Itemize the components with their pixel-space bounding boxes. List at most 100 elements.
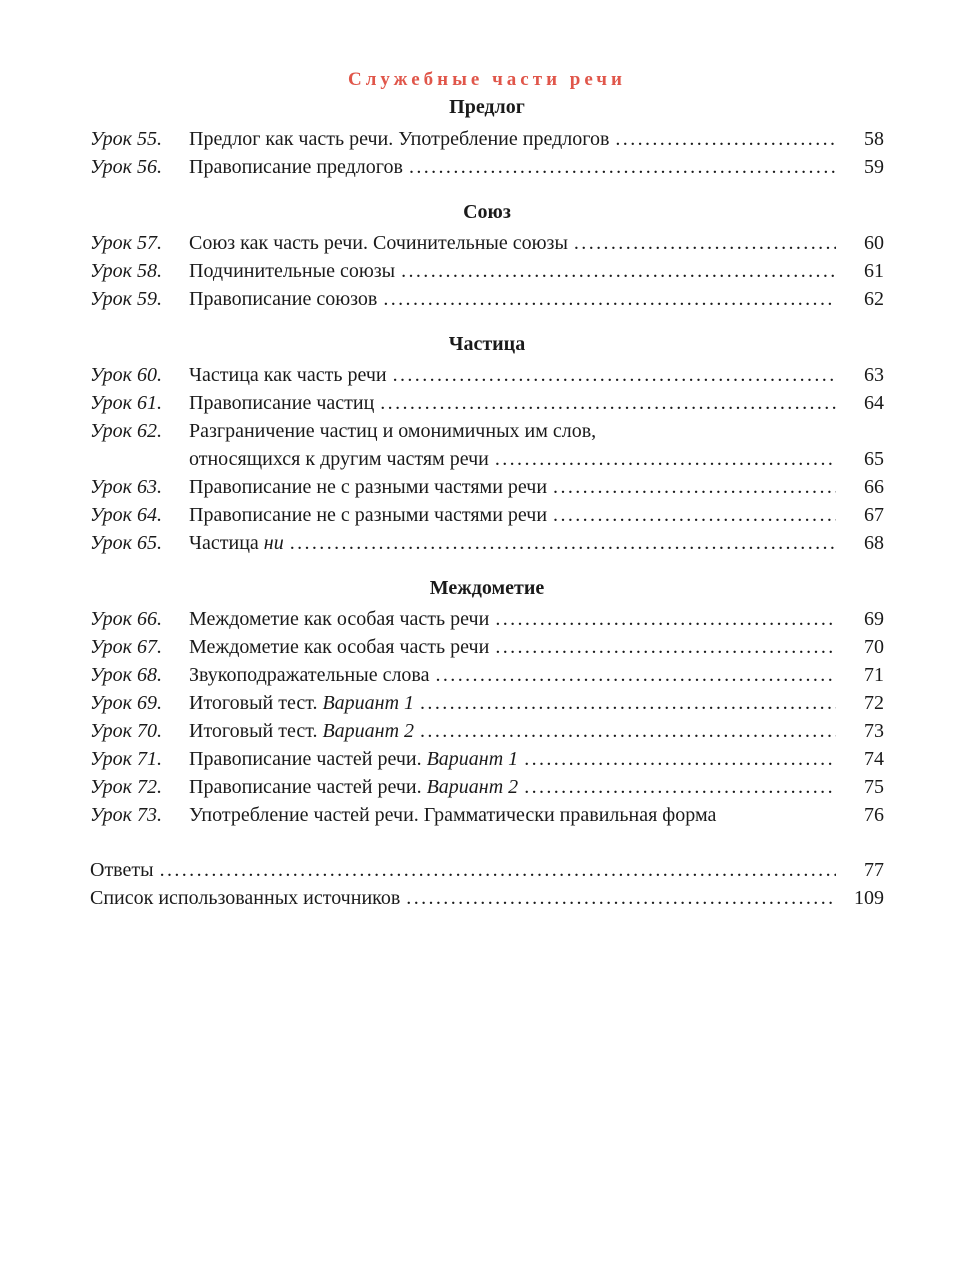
toc-entry[interactable]: Урок 67. Междометие как особая часть речи… — [90, 633, 884, 661]
toc-entry[interactable]: Урок 66. Междометие как особая часть речи… — [90, 605, 884, 633]
dot-leader — [553, 473, 836, 501]
entry-title-text: Правописание предлогов — [189, 156, 403, 178]
page-number: 59 — [864, 156, 884, 178]
dot-leader — [615, 125, 836, 153]
section-heading: Предлог — [449, 96, 525, 118]
page-number: 63 — [864, 364, 884, 386]
sections: Предлог Урок 55. Предлог как часть речи. У… — [90, 94, 884, 829]
page-number: 64 — [864, 392, 884, 414]
page-number: 71 — [864, 664, 884, 686]
lesson-label: Урок 63. — [90, 476, 163, 498]
toc-entry[interactable]: Урок 70. Итоговый тест. Вариант 2 73 — [90, 717, 884, 745]
dot-leader — [393, 361, 836, 389]
entry-title: Правописание союзов — [189, 285, 377, 313]
entry-title-text: Междометие как особая часть речи — [189, 608, 490, 630]
dot-leader — [160, 856, 836, 884]
toc-entry[interactable]: Урок 59. Правописание союзов 62 — [90, 285, 884, 313]
entry-title-text: Употребление частей речи. Грамматически … — [189, 804, 717, 826]
lesson-label: Урок 62. — [90, 420, 163, 442]
entry-title: Правописание частиц — [189, 389, 374, 417]
dot-leader — [524, 773, 836, 801]
toc-entry[interactable]: Урок 65. Частица ни 68 — [90, 529, 884, 557]
dot-leader — [495, 445, 836, 473]
entry-title: Итоговый тест. Вариант 2 — [189, 717, 414, 745]
toc-entry[interactable]: Урок 71. Правописание частей речи. Вариан… — [90, 745, 884, 773]
toc-entry[interactable]: Урок 73. Употребление частей речи. Грамма… — [90, 801, 884, 829]
entry-title-text: Правописание не с разными частями речи — [189, 504, 548, 526]
lesson-label: Урок 68. — [90, 664, 163, 686]
entry-title: Правописание не с разными частями речи — [189, 501, 547, 529]
back-matter: Ответы 77 Список использованных источников… — [90, 856, 884, 912]
entry-title-text: Правописание частиц — [189, 392, 375, 414]
toc-entry[interactable]: Урок 63. Правописание не с разными частям… — [90, 473, 884, 501]
page-number: 70 — [864, 636, 884, 658]
entry-title: Правописание частей речи. Вариант 2 — [189, 773, 518, 801]
toc-entry[interactable]: Урок 68. Звукоподражательные слова 71 — [90, 661, 884, 689]
entry-title-text: Правописание частей речи. — [189, 776, 427, 798]
section-heading: Частица — [448, 333, 526, 355]
dot-leader — [495, 633, 836, 661]
entry-title-text: Частица — [189, 532, 264, 554]
table-of-contents: Служебные части речи Предлог Урок 55. Пред… — [90, 66, 884, 912]
entry-title-italic: ни — [263, 532, 284, 554]
toc-entry[interactable]: Урок 62. Разграничение частиц и омонимичн… — [90, 417, 884, 445]
page-number: 62 — [864, 288, 884, 310]
entry-title: Итоговый тест. Вариант 1 — [189, 689, 414, 717]
entry-title: Междометие как особая часть речи — [189, 605, 489, 633]
lesson-label: Урок 59. — [90, 288, 163, 310]
entry-title-italic: Вариант 1 — [322, 692, 415, 714]
dot-leader — [436, 661, 837, 689]
page-number: 69 — [864, 608, 884, 630]
dot-leader — [524, 745, 836, 773]
dot-leader — [495, 605, 836, 633]
dot-leader — [574, 229, 836, 257]
toc-entry[interactable]: Список использованных источников 109 — [90, 884, 884, 912]
lesson-label: Урок 72. — [90, 776, 163, 798]
page-number: 72 — [864, 692, 884, 714]
lesson-label: Урок 55. — [90, 128, 163, 150]
lesson-label: Урок 70. — [90, 720, 163, 742]
page-number: 73 — [864, 720, 884, 742]
lesson-label: Урок 56. — [90, 156, 163, 178]
page-number: 60 — [864, 232, 884, 254]
toc-entry[interactable]: Урок 60. Частица как часть речи 63 — [90, 361, 884, 389]
entry-title-text: Звукоподражательные слова — [189, 664, 430, 686]
entry-title: Правописание частей речи. Вариант 1 — [189, 745, 518, 773]
entry-title-text: Правописание не с разными частями речи — [189, 476, 548, 498]
entry-title-text: Правописание частей речи. — [189, 748, 427, 770]
toc-entry[interactable]: Урок 55. Предлог как часть речи. Употребл… — [90, 125, 884, 153]
lesson-label: Урок 73. — [90, 804, 163, 826]
lesson-label: Урок 60. — [90, 364, 163, 386]
lesson-label: Урок 64. — [90, 504, 163, 526]
dot-leader — [290, 529, 836, 557]
entry-title: Правописание не с разными частями речи — [189, 473, 547, 501]
toc-entry[interactable]: Урок 64. Правописание не с разными частям… — [90, 501, 884, 529]
page-number: 67 — [864, 504, 884, 526]
entry-title-text: Правописание союзов — [189, 288, 378, 310]
page-number: 109 — [854, 887, 884, 909]
page-number: 58 — [864, 128, 884, 150]
lesson-label: Урок 57. — [90, 232, 163, 254]
toc-entry[interactable]: Урок 69. Итоговый тест. Вариант 1 72 — [90, 689, 884, 717]
toc-entry[interactable]: Урок 56. Правописание предлогов 59 — [90, 153, 884, 181]
entry-title: Разграничение частиц и омонимичных им сл… — [189, 417, 596, 445]
dot-leader — [401, 257, 836, 285]
section-heading: Междометие — [429, 577, 545, 599]
toc-entry[interactable]: Урок 61. Правописание частиц 64 — [90, 389, 884, 417]
toc-entry-continuation: относящихся к другим частям речи 65 — [90, 445, 884, 473]
entry-title-continuation: относящихся к другим частям речи — [189, 448, 489, 470]
toc-entry[interactable]: Ответы 77 — [90, 856, 884, 884]
toc-entry[interactable]: Урок 57. Союз как часть речи. Сочинительн… — [90, 229, 884, 257]
page-number: 76 — [864, 804, 884, 826]
toc-entry[interactable]: Урок 72. Правописание частей речи. Вариан… — [90, 773, 884, 801]
entry-title-text: Междометие как особая часть речи — [189, 636, 490, 658]
page-number: 75 — [864, 776, 884, 798]
entry-title-text: Итоговый тест. — [189, 720, 323, 742]
toc-entry[interactable]: Урок 58. Подчинительные союзы 61 — [90, 257, 884, 285]
section-heading: Союз — [463, 201, 511, 223]
page-number: 61 — [864, 260, 884, 282]
entry-title: Звукоподражательные слова — [189, 661, 430, 689]
lesson-label: Урок 58. — [90, 260, 163, 282]
part-title: Служебные части речи — [348, 69, 626, 90]
dot-leader — [420, 689, 836, 717]
